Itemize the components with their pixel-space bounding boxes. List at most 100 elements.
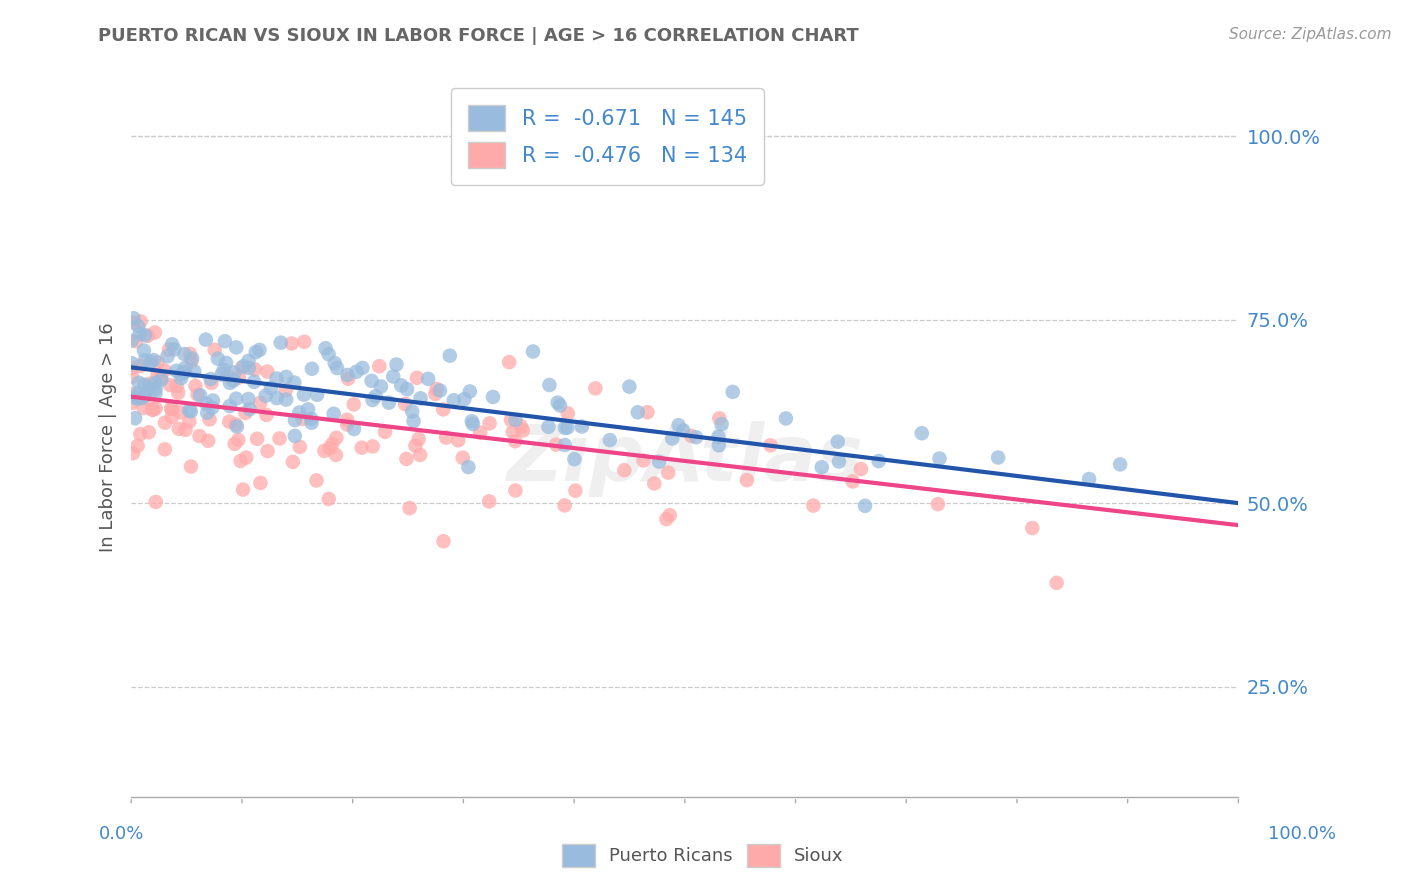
- Point: [297, 402, 319, 417]
- Point: [554, 421, 576, 435]
- Point: [153, 442, 176, 457]
- Point: [224, 437, 246, 451]
- Point: [166, 379, 188, 393]
- Point: [142, 353, 165, 368]
- Point: [336, 417, 359, 432]
- Point: [225, 340, 247, 354]
- Point: [453, 392, 475, 406]
- Legend: R =  -0.671   N = 145, R =  -0.476   N = 134: R = -0.671 N = 145, R = -0.476 N = 134: [451, 87, 763, 186]
- Point: [173, 347, 195, 361]
- Point: [478, 417, 501, 431]
- Text: 0.0%: 0.0%: [98, 825, 143, 843]
- Point: [160, 402, 183, 417]
- Point: [668, 418, 690, 433]
- Point: [128, 376, 150, 390]
- Point: [318, 347, 340, 361]
- Point: [141, 395, 163, 409]
- Point: [198, 412, 221, 426]
- Point: [314, 444, 336, 458]
- Y-axis label: In Labor Force | Age > 16: In Labor Force | Age > 16: [100, 322, 117, 552]
- Point: [200, 376, 222, 390]
- Point: [232, 483, 254, 497]
- Point: [374, 425, 396, 439]
- Point: [849, 462, 872, 476]
- Point: [759, 438, 782, 452]
- Point: [150, 373, 173, 387]
- Point: [418, 372, 440, 386]
- Point: [121, 334, 143, 348]
- Point: [505, 413, 527, 427]
- Point: [125, 334, 148, 348]
- Point: [401, 404, 423, 418]
- Point: [122, 311, 145, 326]
- Point: [225, 417, 247, 432]
- Point: [599, 433, 621, 447]
- Point: [583, 381, 606, 395]
- Point: [180, 354, 202, 368]
- Point: [142, 402, 165, 417]
- Point: [163, 343, 186, 357]
- Point: [121, 396, 143, 410]
- Point: [564, 483, 586, 498]
- Point: [173, 365, 195, 379]
- Point: [187, 387, 209, 401]
- Point: [125, 390, 148, 404]
- Point: [315, 341, 337, 355]
- Point: [156, 349, 179, 363]
- Point: [1109, 458, 1132, 472]
- Point: [557, 420, 579, 434]
- Point: [180, 404, 202, 418]
- Point: [169, 405, 191, 419]
- Point: [301, 361, 323, 376]
- Point: [368, 359, 391, 374]
- Point: [685, 430, 707, 444]
- Point: [153, 416, 176, 430]
- Point: [143, 326, 166, 340]
- Point: [145, 495, 167, 509]
- Point: [613, 463, 636, 477]
- Point: [243, 362, 266, 376]
- Point: [370, 379, 392, 393]
- Point: [537, 420, 560, 434]
- Point: [167, 422, 190, 436]
- Point: [195, 397, 218, 411]
- Point: [409, 392, 432, 406]
- Point: [710, 417, 733, 431]
- Point: [284, 413, 307, 427]
- Point: [461, 417, 484, 431]
- Point: [138, 376, 160, 391]
- Point: [145, 401, 167, 416]
- Point: [153, 363, 176, 377]
- Point: [145, 386, 167, 401]
- Point: [181, 351, 204, 366]
- Point: [232, 359, 254, 374]
- Point: [827, 434, 849, 449]
- Point: [131, 391, 153, 405]
- Point: [658, 508, 681, 523]
- Point: [648, 455, 671, 469]
- Point: [636, 405, 658, 419]
- Point: [657, 466, 679, 480]
- Point: [270, 335, 292, 350]
- Point: [157, 343, 180, 357]
- Point: [179, 403, 201, 417]
- Point: [643, 476, 665, 491]
- Point: [346, 365, 368, 379]
- Point: [132, 401, 155, 415]
- Point: [564, 452, 586, 467]
- Point: [288, 405, 311, 419]
- Point: [124, 411, 146, 425]
- Point: [249, 396, 271, 410]
- Point: [509, 419, 531, 434]
- Point: [204, 343, 226, 357]
- Point: [301, 416, 323, 430]
- Point: [276, 370, 298, 384]
- Point: [167, 385, 190, 400]
- Point: [709, 411, 731, 425]
- Point: [336, 413, 359, 427]
- Point: [224, 365, 246, 379]
- Point: [121, 369, 143, 384]
- Point: [146, 368, 169, 383]
- Point: [396, 382, 419, 396]
- Point: [721, 384, 744, 399]
